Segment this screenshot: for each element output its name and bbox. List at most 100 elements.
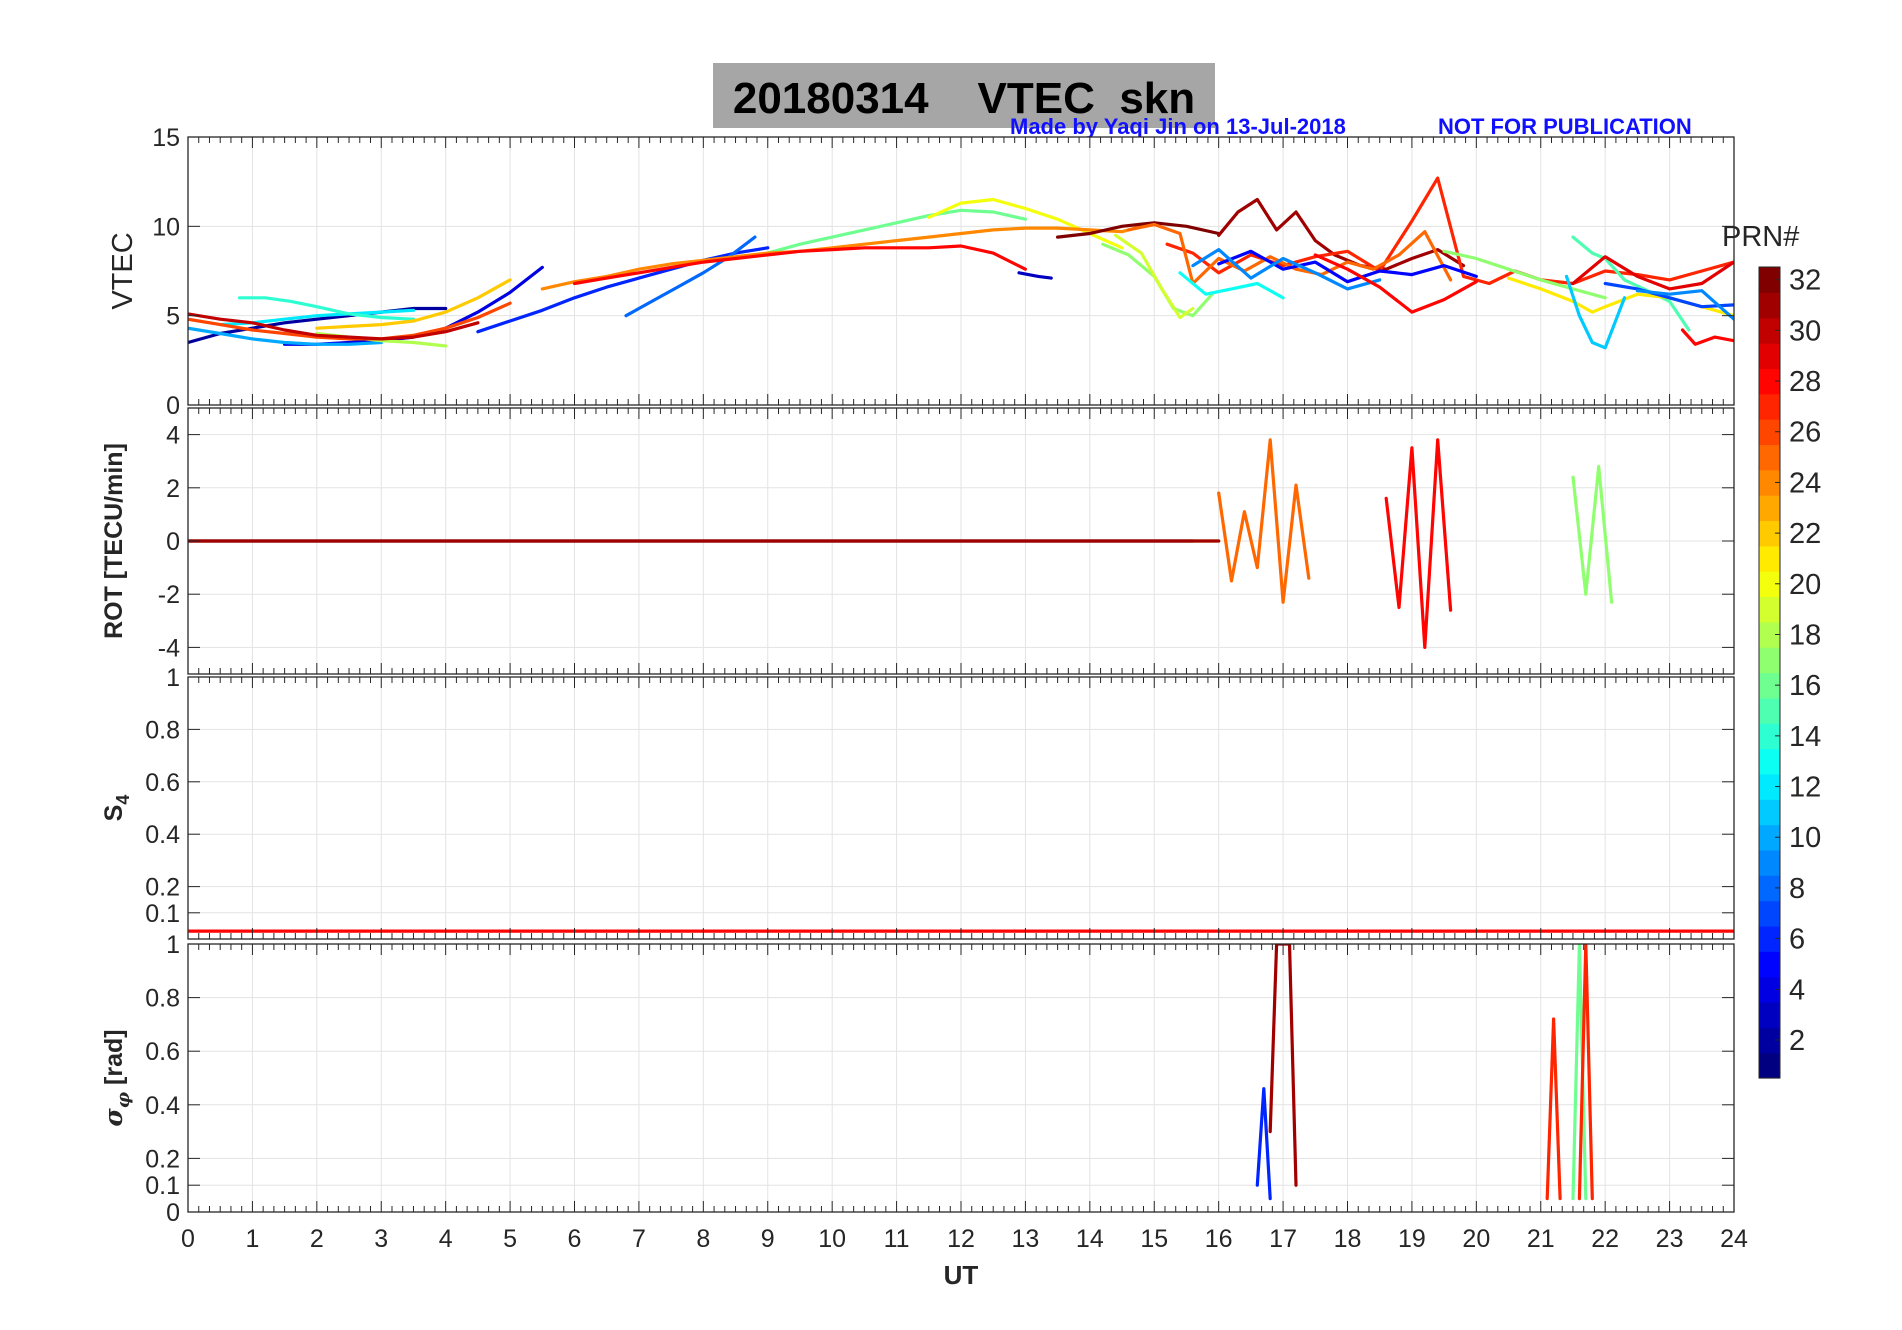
x-tick-label: 3 [374, 1225, 388, 1253]
colorbar-segment [1759, 368, 1780, 395]
colorbar-segment [1759, 697, 1780, 724]
series-line-prn-9 [1635, 289, 1734, 321]
colorbar-segment [1759, 596, 1780, 623]
series-group [188, 438, 1614, 650]
panel-s4: 0.10.2 0.4 0.6 0.8 1 S4 [100, 664, 1735, 940]
x-tick-label: 9 [761, 1225, 775, 1253]
series-line-prn-22 [315, 278, 512, 330]
colorbar-segment [1759, 444, 1780, 471]
series-line-prn-16 [766, 208, 1028, 255]
x-axis-label: UT [944, 1260, 979, 1290]
colorbar-segment [1759, 393, 1780, 420]
series-line-prn-28 [1313, 253, 1478, 314]
x-tick-label: 12 [947, 1225, 975, 1253]
colorbar-segment [1759, 1001, 1780, 1028]
x-tick-label: 22 [1591, 1225, 1619, 1253]
colorbar-segment [1759, 1027, 1780, 1054]
series-line-prn-16 [1571, 944, 1588, 1201]
colorbar-segment [1759, 875, 1780, 902]
series-line-prn-27 [1577, 944, 1594, 1201]
colorbar-tick-label: 32 [1789, 265, 1821, 297]
series-line-prn-15 [1571, 235, 1691, 332]
colorbar-segment [1759, 773, 1780, 800]
colorbar-tick-label: 30 [1789, 315, 1821, 347]
series-line-prn-19 [1113, 233, 1195, 320]
colorbar-segment [1759, 672, 1780, 699]
series-line-prn-6 [1255, 1087, 1272, 1201]
y-tick-label: 0.8 [145, 716, 180, 744]
series-line-prn-14 [237, 296, 416, 321]
colorbar-segment [1759, 647, 1780, 674]
series-line-prn-17 [1442, 249, 1607, 300]
colorbar-segment [1759, 317, 1780, 344]
x-tick-label: 2 [310, 1225, 324, 1253]
series-group [188, 176, 1734, 350]
colorbar-tick-label: 12 [1789, 772, 1821, 804]
series-line-prn-30 [188, 312, 480, 341]
y-tick-label: -2 [158, 581, 180, 609]
colorbar-segment [1759, 976, 1780, 1003]
colorbar-segment [1759, 267, 1780, 293]
colorbar-tick-label: 10 [1789, 822, 1821, 854]
x-tick-label: 14 [1076, 1225, 1104, 1253]
x-tick-label: 5 [503, 1225, 517, 1253]
series-line-prn-6 [476, 246, 770, 334]
y-tick-label: 0 [166, 528, 180, 556]
y-tick-label: 0 [166, 392, 180, 420]
series-line-prn-9 [1191, 248, 1382, 291]
y-tick-label: 0.4 [145, 1092, 180, 1120]
x-tick-label: 7 [632, 1225, 646, 1253]
y-tick-label: 15 [152, 124, 180, 152]
credit-note: NOT FOR PUBLICATION [1438, 114, 1692, 139]
y-tick-label: 0 [166, 1199, 180, 1227]
y-tick-label: 0.2 [145, 1145, 180, 1173]
y-tick-label: 1 [166, 664, 180, 692]
x-tick-label: 19 [1398, 1225, 1426, 1253]
x-tick-label: 13 [1012, 1225, 1040, 1253]
colorbar-tick-label: 26 [1789, 417, 1821, 449]
series-line-prn-24 [540, 221, 1156, 291]
colorbar-tick-label: 4 [1789, 974, 1805, 1006]
colorbar-tick-label: 22 [1789, 518, 1821, 550]
colorbar-segment [1759, 824, 1780, 851]
y-axis-label: S4 [100, 795, 133, 822]
colorbar-segment [1759, 292, 1780, 319]
colorbar-segment [1759, 951, 1780, 978]
colorbar-segment [1759, 900, 1780, 927]
series-line-prn-28 [1384, 438, 1453, 650]
x-tick-label: 18 [1334, 1225, 1362, 1253]
series-line-prn-5 [1217, 249, 1478, 284]
x-tick-label: 20 [1462, 1225, 1490, 1253]
title-background [713, 63, 1215, 128]
x-tick-label: 4 [439, 1225, 453, 1253]
colorbar-segment [1759, 799, 1780, 826]
colorbar-tick-label: 14 [1789, 721, 1821, 753]
y-axis-label: VTEC [107, 232, 139, 309]
y-tick-label: 10 [152, 213, 180, 241]
x-tick-label: 11 [884, 1225, 910, 1253]
colorbar-segment [1759, 849, 1780, 876]
x-tick-label: 1 [245, 1225, 259, 1253]
colorbar-frame [1758, 266, 1781, 1079]
series-line-prn-25 [1126, 222, 1453, 286]
colorbar-segment [1759, 621, 1780, 648]
series-group [1255, 944, 1594, 1201]
colorbar-tick-label: 28 [1789, 366, 1821, 398]
y-tick-label: 0.6 [145, 769, 180, 797]
colorbar-tick-label: 8 [1789, 873, 1805, 905]
colorbar-tick-label: 16 [1789, 670, 1821, 702]
series-line-prn-7 [1603, 281, 1734, 309]
series-line-prn-25 [1217, 438, 1311, 604]
series-line-prn-28 [572, 244, 1028, 286]
x-tick-label: 23 [1656, 1225, 1684, 1253]
colorbar-segment [1759, 520, 1780, 547]
colorbar-tick-label: 6 [1789, 924, 1805, 956]
x-tick-label: 6 [568, 1225, 582, 1253]
colorbar-tick-label: 20 [1789, 569, 1821, 601]
series-line-prn-31 [1217, 197, 1466, 271]
series-line-prn-8 [624, 235, 757, 318]
